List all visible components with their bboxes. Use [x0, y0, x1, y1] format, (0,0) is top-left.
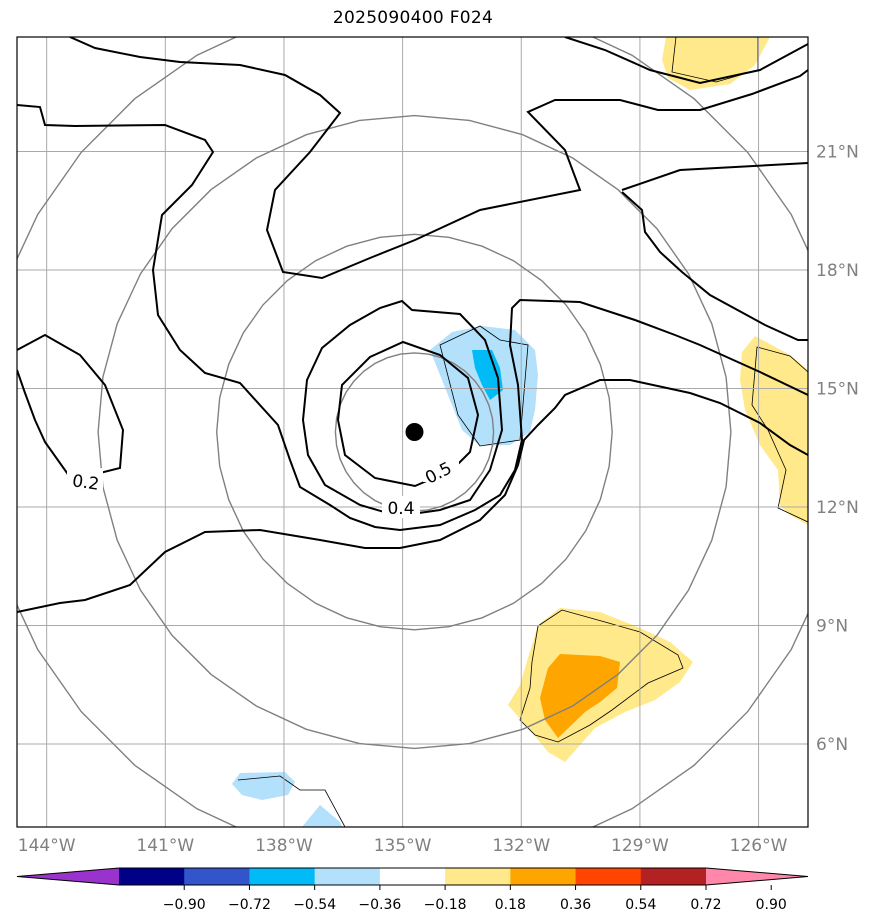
colorbar-segment	[184, 868, 250, 885]
y-tick-label: 9°N	[816, 617, 848, 637]
colorbar-tick-label: 0.54	[625, 897, 656, 913]
colorbar-segment	[249, 868, 316, 885]
thin-contour-center	[439, 325, 529, 447]
colorbar-tick-label: 0.90	[756, 897, 787, 913]
contour-label-group: 0.2 0.5 0.4	[67, 458, 459, 519]
thin-contour-e	[751, 346, 808, 523]
y-tick-label: 12°N	[816, 498, 859, 518]
range-ring-2	[97, 114, 732, 750]
contour-right3	[621, 191, 808, 341]
y-axis-ticks: 6°N 9°N 12°N 15°N 18°N 21°N	[816, 143, 859, 755]
colorbar-segment	[575, 868, 642, 885]
contour-right	[621, 162, 808, 191]
y-tick-label: 21°N	[816, 143, 859, 163]
colorbar-tick-label: −0.18	[424, 897, 467, 913]
contour-label-0.2: 0.2	[71, 471, 101, 495]
y-tick-label: 6°N	[816, 735, 848, 755]
contour-0.3-east	[17, 379, 808, 613]
contour-inner-0.5	[336, 340, 480, 488]
thin-contour-ne	[671, 37, 759, 83]
colorbar-extend-min	[17, 868, 119, 885]
contour-right2	[564, 37, 808, 85]
colorbar-tick-label: −0.54	[293, 897, 336, 913]
shade-orange-se	[540, 654, 620, 738]
x-tick-label: 132°W	[492, 836, 550, 856]
map-frame	[16, 36, 809, 828]
colorbar-segment	[445, 868, 511, 885]
shade-light-blue-s	[232, 772, 295, 800]
x-axis-ticks: 144°W 141°W 138°W 135°W 132°W 129°W 126°W	[18, 836, 788, 856]
chart-title: 2025090400 F024	[332, 8, 494, 28]
shade-yellow-ne	[662, 37, 770, 90]
thin-contour-s	[237, 775, 346, 827]
colorbar-segment	[379, 868, 446, 885]
thick-contours	[17, 37, 808, 613]
colorbar-tick-label: 0.18	[495, 897, 526, 913]
x-tick-label: 126°W	[730, 836, 788, 856]
shade-light-blue-s2	[302, 805, 342, 827]
contour-0.2-west	[17, 333, 125, 482]
colorbar-tick-label: −0.90	[163, 897, 206, 913]
colorbar-segment	[119, 868, 185, 885]
map-area: 0.2 0.5 0.4	[17, 37, 808, 827]
storm-center-marker	[405, 423, 424, 441]
contour-upper	[69, 37, 808, 280]
shade-yellow-e	[740, 336, 808, 525]
x-tick-label: 144°W	[18, 836, 76, 856]
range-ring-1	[215, 233, 613, 631]
x-tick-label: 129°W	[611, 836, 669, 856]
colorbar-segment	[314, 868, 381, 885]
y-tick-label: 18°N	[816, 261, 859, 281]
colorbar-segment	[640, 868, 707, 885]
contour-label-0.4: 0.4	[387, 499, 414, 519]
contour-0.3-north	[17, 104, 808, 532]
y-tick-label: 15°N	[816, 380, 859, 400]
x-tick-label: 141°W	[136, 836, 194, 856]
colorbar-tick-label: −0.36	[358, 897, 401, 913]
range-ring-0	[334, 352, 495, 512]
colorbar-ticks: −0.90 −0.72 −0.54 −0.36 −0.18 0.18 0.36 0.54 0.7…	[163, 885, 787, 913]
range-ring-3	[17, 37, 808, 827]
x-tick-label: 138°W	[255, 836, 313, 856]
shade-cyan	[472, 350, 503, 400]
x-tick-label: 135°W	[374, 836, 432, 856]
colorbar-outline	[16, 867, 809, 886]
colorbar-tick-label: −0.72	[228, 897, 271, 913]
colorbar-extend-max	[706, 868, 808, 885]
shaded-fields	[232, 37, 808, 827]
colorbar-tick-label: 0.72	[690, 897, 721, 913]
colorbar-tick-label: 0.36	[560, 897, 591, 913]
range-rings	[17, 37, 808, 827]
colorbar	[16, 867, 809, 886]
colorbar-segment	[510, 868, 577, 885]
